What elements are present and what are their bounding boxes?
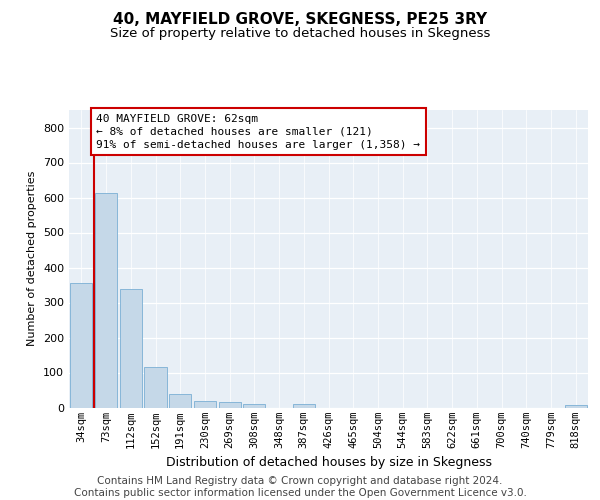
Bar: [169, 394, 191, 407]
Bar: [293, 404, 315, 407]
Y-axis label: Number of detached properties: Number of detached properties: [28, 171, 37, 346]
Bar: [218, 402, 241, 407]
Bar: [194, 400, 216, 407]
Bar: [70, 282, 92, 408]
Text: 40 MAYFIELD GROVE: 62sqm
← 8% of detached houses are smaller (121)
91% of semi-d: 40 MAYFIELD GROVE: 62sqm ← 8% of detache…: [96, 114, 420, 150]
Bar: [243, 404, 265, 407]
Bar: [95, 194, 117, 408]
X-axis label: Distribution of detached houses by size in Skegness: Distribution of detached houses by size …: [166, 456, 491, 469]
Text: 40, MAYFIELD GROVE, SKEGNESS, PE25 3RY: 40, MAYFIELD GROVE, SKEGNESS, PE25 3RY: [113, 12, 487, 28]
Bar: [119, 289, 142, 408]
Bar: [565, 404, 587, 407]
Text: Contains HM Land Registry data © Crown copyright and database right 2024.
Contai: Contains HM Land Registry data © Crown c…: [74, 476, 526, 498]
Bar: [145, 367, 167, 408]
Text: Size of property relative to detached houses in Skegness: Size of property relative to detached ho…: [110, 27, 490, 40]
